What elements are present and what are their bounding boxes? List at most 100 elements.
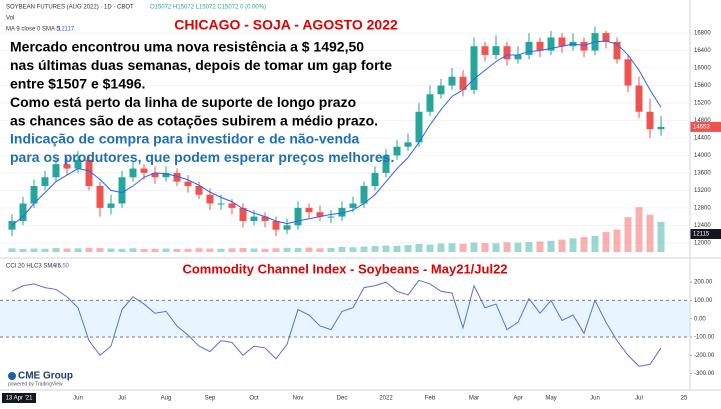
volume-bar [228, 248, 236, 252]
y-tick-label: 200.00 [694, 280, 713, 286]
date-box [2, 393, 36, 403]
volume-bar [360, 246, 368, 252]
volume-bar [305, 247, 313, 252]
candle-body [151, 172, 159, 178]
volume-bar [415, 244, 423, 252]
candle-body [239, 207, 247, 221]
volume-bar [657, 221, 665, 252]
candle-body [437, 85, 445, 95]
volume-bar [52, 248, 60, 252]
y-tick-label: 100.00 [694, 298, 713, 304]
volume-bar [635, 207, 643, 252]
candle-body [140, 168, 148, 173]
volume-bar [206, 248, 214, 252]
candle-body [173, 172, 181, 182]
volume-bar [503, 242, 511, 252]
x-tick-label: Feb [425, 396, 436, 402]
candle-body [206, 194, 214, 204]
candle-body [52, 164, 60, 178]
cci-line [11, 279, 662, 367]
candle-body [250, 216, 258, 221]
y-tick-label: 13200 [694, 188, 711, 194]
candle-body [426, 94, 434, 112]
volume-bar [547, 240, 555, 252]
ma-value: 12117 [58, 27, 75, 33]
vol-legend: Vol [6, 16, 14, 22]
volume-bar [349, 247, 357, 252]
candle-body [382, 155, 390, 173]
volume-bar [272, 248, 280, 252]
x-tick-label: Jun [73, 396, 83, 402]
volume-bar [294, 248, 302, 252]
candle-body [118, 177, 126, 204]
candle-body [459, 76, 467, 90]
candle-body [349, 203, 357, 208]
volume-tag-label: 12115 [693, 232, 710, 238]
y-tick-label: -200.00 [694, 353, 715, 359]
x-tick-label: Mar [469, 396, 479, 402]
volume-bar [393, 245, 401, 252]
volume-bar [536, 241, 544, 252]
price-tag-label: 14653 [693, 124, 710, 130]
candle-body [547, 37, 555, 51]
y-tick-label: 12000 [694, 240, 711, 246]
volume-bar [404, 245, 412, 252]
x-tick-label: Jun [590, 396, 600, 402]
volume-bar [525, 242, 533, 252]
candle-body [228, 203, 236, 208]
candle-body [338, 207, 346, 217]
candle-body [646, 111, 654, 130]
ohlc: O15072 H15072 L15072 C15072 0 (0.00%) [150, 5, 266, 11]
candle-body [129, 168, 137, 178]
volume-bar [96, 248, 104, 252]
candle-body [85, 159, 93, 187]
volume-bar [107, 248, 115, 252]
y-tick-label: 16800 [694, 31, 711, 37]
volume-bar [448, 243, 456, 252]
cci-title: Commodity Channel Index - Soybeans - May… [182, 261, 507, 276]
y-tick-label: 15200 [694, 101, 711, 107]
candle-body [19, 203, 27, 221]
candle-body [481, 46, 489, 55]
date-label: 13 Apr '21 [6, 396, 33, 402]
cci-legend: CCI 20 HLC3 SMA 5 [6, 264, 62, 270]
volume-bar [459, 243, 467, 252]
volume-tag [690, 229, 721, 239]
annotation-line: as chances são de as cotações subirem a … [10, 113, 378, 129]
volume-bar [514, 242, 522, 252]
y-tick-label: -100.00 [694, 335, 715, 341]
x-tick-label: Apr [513, 396, 522, 402]
volume-bar [261, 248, 269, 252]
y-tick-label: 12400 [694, 223, 711, 229]
candle-body [184, 181, 192, 187]
volume-bar [30, 248, 38, 252]
candle-body [558, 37, 566, 47]
y-tick-label: -300.00 [694, 371, 715, 377]
y-tick-label: 13600 [694, 170, 711, 176]
candle-body [470, 46, 478, 90]
candle-body [602, 33, 610, 42]
y-tick-label: 16000 [694, 66, 711, 72]
annotation-line: nas últimas duas semanas, depois de toma… [10, 57, 392, 73]
volume-bar [327, 248, 335, 252]
y-tick-label: 0.00 [694, 316, 706, 322]
volume-bar [184, 248, 192, 252]
annotation-line: entre $1507 e $1496. [10, 76, 145, 92]
plot-area: 12000 12400 12800 13200 13600 14000 14400 14800… [0, 26, 721, 402]
volume-bar [173, 249, 181, 252]
x-tick-label: 2022 [379, 396, 393, 402]
moving-average [11, 40, 662, 226]
annotation-blue-line: Indicação de compra para investidor e de… [10, 131, 360, 147]
volume-bar [8, 248, 16, 252]
annotation-line: Como está perto da linha de suporte de l… [10, 94, 356, 110]
volume-bar [470, 242, 478, 252]
volume-bar [118, 248, 126, 252]
candle-body [316, 212, 324, 217]
volume-bar [140, 249, 148, 252]
candle-body [536, 41, 544, 51]
candle-body [63, 164, 71, 169]
candle-body [415, 111, 423, 143]
candle-body [217, 203, 225, 205]
y-tick-label: 14800 [694, 118, 711, 124]
